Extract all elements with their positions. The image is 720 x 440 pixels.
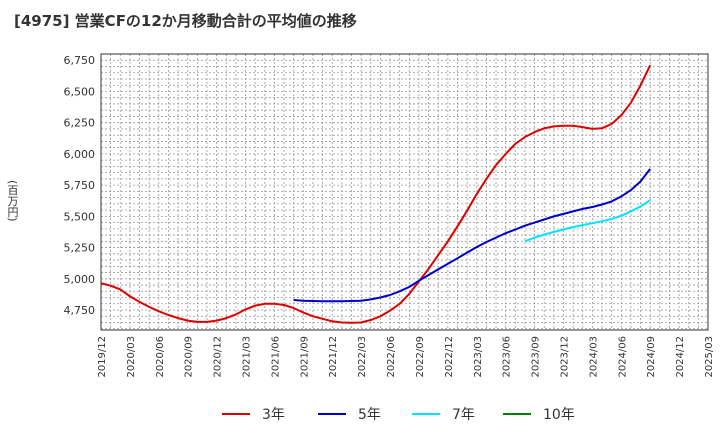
- y-tick-label: 6,250: [64, 117, 96, 130]
- legend-item: 3年: [222, 402, 285, 426]
- x-tick-label: 2020/12: [213, 336, 224, 378]
- y-tick-label: 5,750: [64, 179, 96, 192]
- x-tick-label: 2024/12: [675, 336, 686, 378]
- y-tick-label: 6,750: [64, 54, 96, 67]
- series-lines: [100, 64, 652, 324]
- legend-label: 7年: [452, 407, 475, 423]
- legend-label: 3年: [262, 407, 285, 423]
- x-tick-label: 2023/06: [502, 336, 513, 378]
- plot-frame: [100, 53, 709, 331]
- y-axis-label: (百万円): [6, 180, 19, 222]
- legend-swatch: [412, 413, 440, 415]
- legend-swatch: [318, 413, 346, 415]
- line-chart: 4,750 5,000 5,250 5,500 5,750 6,000 6,250 6,500…: [64, 53, 715, 378]
- y-tick-label: 6,500: [64, 85, 96, 98]
- y-tick-label: 6,000: [64, 148, 96, 161]
- legend-swatch: [503, 413, 531, 415]
- x-tick-label: 2021/12: [328, 336, 339, 378]
- legend-swatch: [222, 413, 250, 415]
- x-tick-label: 2025/03: [704, 336, 715, 378]
- y-tick-label: 4,750: [64, 304, 96, 317]
- x-tick-label: 2024/09: [646, 336, 657, 378]
- y-tick-label: 5,000: [64, 273, 96, 286]
- x-tick-label: 2021/03: [242, 336, 253, 378]
- x-tick-label: 2022/12: [444, 336, 455, 378]
- x-tick-label: 2022/03: [357, 336, 368, 378]
- legend-item: 5年: [318, 402, 381, 426]
- x-tick-label: 2023/09: [531, 336, 542, 378]
- x-tick-label: 2020/03: [126, 336, 137, 378]
- series-line-0: [100, 64, 652, 324]
- legend-item: 7年: [412, 402, 475, 426]
- x-axis-ticks: 2019/12 2020/03 2020/06 2020/09 2020/12 2021/…: [97, 336, 715, 378]
- x-tick-label: 2019/12: [97, 336, 108, 378]
- x-tick-label: 2021/09: [299, 336, 310, 378]
- x-tick-label: 2023/12: [559, 336, 570, 378]
- x-tick-label: 2024/03: [588, 336, 599, 378]
- series-line-1: [293, 168, 651, 303]
- legend-item: 10年: [503, 402, 575, 426]
- x-tick-label: 2023/03: [473, 336, 484, 378]
- y-tick-label: 5,500: [64, 210, 96, 223]
- legend-label: 5年: [358, 407, 381, 423]
- x-tick-label: 2020/09: [184, 336, 195, 378]
- x-tick-label: 2021/06: [270, 336, 281, 378]
- y-tick-label: 5,250: [64, 242, 96, 255]
- x-tick-label: 2022/09: [415, 336, 426, 378]
- x-tick-label: 2024/06: [617, 336, 628, 378]
- y-axis-ticks: 4,750 5,000 5,250 5,500 5,750 6,000 6,250 6,500…: [64, 54, 96, 317]
- chart-title: [4975] 営業CFの12か月移動合計の平均値の推移: [14, 12, 357, 30]
- legend-label: 10年: [543, 407, 575, 423]
- x-tick-label: 2020/06: [155, 336, 166, 378]
- x-tick-label: 2022/06: [386, 336, 397, 378]
- legend: 3年 5年 7年 10年: [0, 402, 720, 426]
- series-line-2: [524, 199, 651, 243]
- grid-lines: [100, 53, 709, 330]
